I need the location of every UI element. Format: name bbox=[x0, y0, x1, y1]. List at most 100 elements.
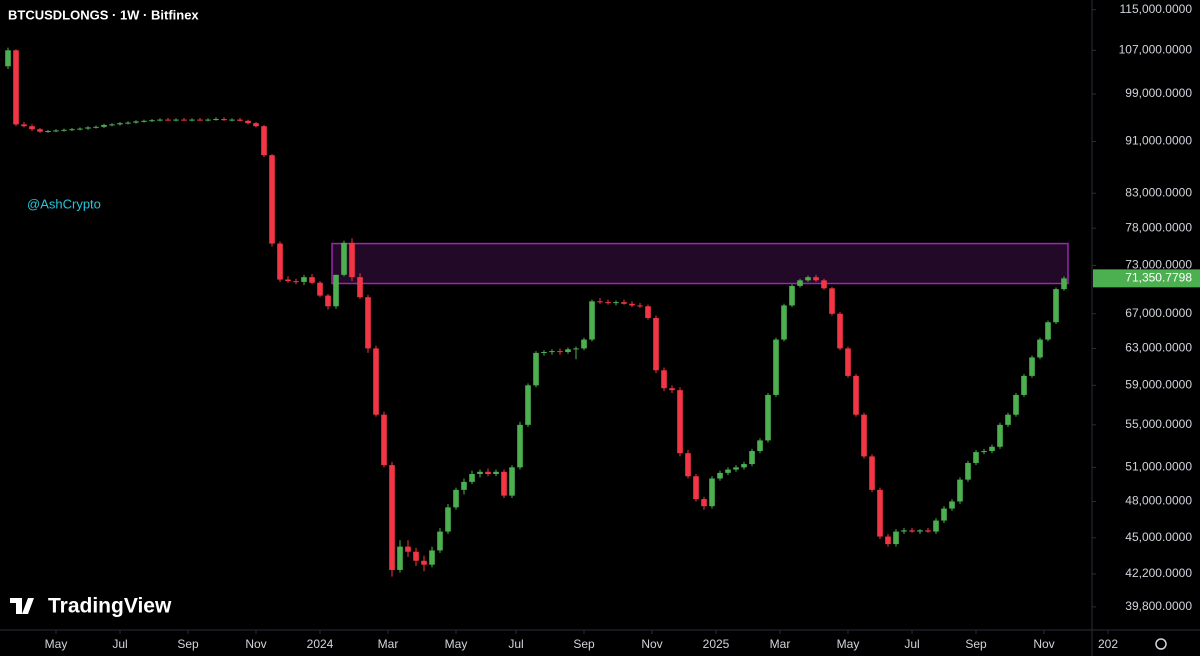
candle-body bbox=[381, 414, 387, 466]
candle-body bbox=[165, 119, 171, 121]
candle-body bbox=[637, 305, 643, 307]
candle-body bbox=[149, 120, 155, 122]
last-price-box bbox=[1093, 269, 1200, 288]
candle-body bbox=[1021, 375, 1027, 395]
candle-body bbox=[37, 129, 43, 132]
candle-body bbox=[685, 453, 691, 477]
candle-body bbox=[461, 481, 467, 490]
y-tick-label: 51,000.0000 bbox=[1125, 460, 1192, 474]
candle-body bbox=[909, 530, 915, 532]
x-tick-label: May bbox=[45, 637, 68, 651]
candle-body bbox=[413, 551, 419, 561]
candle-body bbox=[621, 302, 627, 304]
candle-body bbox=[429, 550, 435, 565]
candle-body bbox=[341, 242, 347, 275]
candle-body bbox=[629, 303, 635, 306]
candle-body bbox=[53, 130, 59, 132]
candle-body bbox=[125, 122, 131, 124]
candle-body bbox=[277, 243, 283, 280]
candle-body bbox=[237, 119, 243, 121]
x-tick-label: Jul bbox=[508, 637, 523, 651]
candle-body bbox=[605, 302, 611, 304]
watermark: TradingView bbox=[48, 595, 172, 618]
x-tick-label: Mar bbox=[378, 637, 399, 651]
candle-body bbox=[253, 123, 259, 127]
candle-body bbox=[925, 530, 931, 532]
candle-body bbox=[693, 476, 699, 500]
candle-body bbox=[301, 277, 307, 282]
candle-body bbox=[181, 119, 187, 121]
y-tick-label: 55,000.0000 bbox=[1125, 417, 1192, 431]
watermark-logo: TradingView bbox=[10, 595, 172, 618]
y-tick-label: 78,000.0000 bbox=[1125, 220, 1192, 234]
candle-body bbox=[29, 126, 35, 130]
candle-body bbox=[1053, 289, 1059, 323]
candle-body bbox=[533, 352, 539, 386]
y-tick-label: 42,200.0000 bbox=[1125, 566, 1192, 580]
candle-body bbox=[949, 501, 955, 509]
candle-body bbox=[93, 126, 99, 128]
candle-body bbox=[45, 131, 51, 133]
candle-body bbox=[653, 317, 659, 371]
candle-body bbox=[837, 313, 843, 349]
y-tick-label: 45,000.0000 bbox=[1125, 530, 1192, 544]
candle-body bbox=[645, 306, 651, 318]
x-tick-label: Nov bbox=[1033, 637, 1054, 651]
candle-body bbox=[757, 440, 763, 452]
candle-body bbox=[405, 546, 411, 552]
x-tick-label: 2025 bbox=[703, 637, 730, 651]
candle-body bbox=[549, 351, 555, 353]
candle-body bbox=[901, 530, 907, 532]
candle-body bbox=[157, 119, 163, 121]
y-tick-label: 107,000.0000 bbox=[1119, 42, 1193, 56]
candle-body bbox=[1029, 357, 1035, 376]
candle-body bbox=[973, 452, 979, 463]
candle-body bbox=[661, 370, 667, 389]
y-tick-label: 63,000.0000 bbox=[1125, 341, 1192, 355]
candle-body bbox=[997, 424, 1003, 447]
candle-body bbox=[373, 348, 379, 415]
x-tick-label: 2024 bbox=[307, 637, 334, 651]
candle-body bbox=[1037, 339, 1043, 358]
candle-body bbox=[293, 281, 299, 283]
candle-body bbox=[309, 277, 315, 283]
candle-body bbox=[349, 242, 355, 278]
candle-body bbox=[1061, 278, 1067, 290]
candle-body bbox=[445, 507, 451, 532]
candle-body bbox=[765, 394, 771, 441]
candle-body bbox=[61, 129, 67, 131]
chart-title: BTCUSDLONGS · 1W · Bitfinex bbox=[8, 7, 199, 22]
candle-body bbox=[813, 277, 819, 281]
last-price-label: 71,350.7798 bbox=[1125, 271, 1192, 285]
candle-body bbox=[221, 119, 227, 121]
candle-body bbox=[717, 472, 723, 479]
candle-body bbox=[733, 467, 739, 470]
candle-body bbox=[517, 424, 523, 468]
settings-icon[interactable] bbox=[1155, 638, 1167, 650]
candle-body bbox=[205, 119, 211, 121]
candle-body bbox=[469, 474, 475, 482]
candle-body bbox=[5, 50, 11, 67]
candle-body bbox=[749, 451, 755, 465]
x-tick-label: Jul bbox=[904, 637, 919, 651]
x-tick-label: Mar bbox=[770, 637, 791, 651]
candle-body bbox=[325, 295, 331, 307]
candle-body bbox=[965, 462, 971, 480]
candle-body bbox=[565, 349, 571, 353]
candle-body bbox=[365, 297, 371, 349]
candle-body bbox=[421, 560, 427, 565]
candle-body bbox=[13, 50, 19, 125]
candle-body bbox=[229, 119, 235, 121]
candle-body bbox=[69, 129, 75, 131]
candle-body bbox=[789, 285, 795, 306]
candle-body bbox=[317, 282, 323, 296]
candle-body bbox=[821, 280, 827, 289]
candle-body bbox=[957, 479, 963, 502]
candle-body bbox=[245, 120, 251, 124]
candle-body bbox=[509, 467, 515, 496]
candle-body bbox=[981, 451, 987, 453]
candle-body bbox=[885, 536, 891, 545]
candle-body bbox=[701, 499, 707, 507]
candle-body bbox=[709, 478, 715, 507]
candle-body bbox=[485, 471, 491, 475]
